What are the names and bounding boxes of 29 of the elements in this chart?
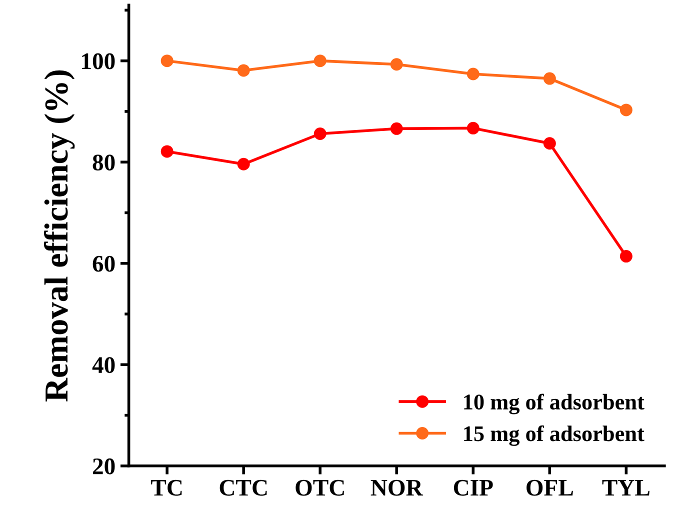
x-tick-label: NOR bbox=[370, 480, 424, 496]
y-tick-label: 40 bbox=[92, 357, 115, 374]
x-tick-label: OFL bbox=[526, 480, 573, 496]
y-tick-label: 100 bbox=[82, 53, 115, 70]
y-tick-label: 80 bbox=[92, 154, 115, 171]
point bbox=[543, 72, 556, 85]
x-tick-label: TC bbox=[151, 480, 182, 496]
point bbox=[466, 122, 480, 134]
legend-label: 15 mg of adsorbent bbox=[464, 425, 644, 446]
point bbox=[160, 145, 174, 158]
legend-label: 10 mg of adsorbent bbox=[464, 394, 644, 414]
point bbox=[620, 104, 632, 116]
x-tick-label: TYL bbox=[602, 480, 650, 496]
point bbox=[390, 58, 403, 71]
x-tick-label: CIP bbox=[454, 480, 493, 496]
point bbox=[237, 64, 250, 77]
point bbox=[314, 127, 326, 140]
point bbox=[390, 122, 403, 135]
point bbox=[466, 68, 480, 80]
point bbox=[314, 54, 326, 68]
y-tick-label: 60 bbox=[92, 256, 115, 272]
point bbox=[543, 137, 556, 150]
y-tick-label: 20 bbox=[93, 458, 115, 474]
point bbox=[620, 250, 632, 263]
x-tick-label: CTC bbox=[220, 480, 267, 496]
point bbox=[237, 158, 250, 170]
y-axis-title: Removal efficiency (%) bbox=[44, 70, 75, 402]
point bbox=[160, 54, 174, 68]
x-tick-label: OTC bbox=[296, 480, 344, 496]
